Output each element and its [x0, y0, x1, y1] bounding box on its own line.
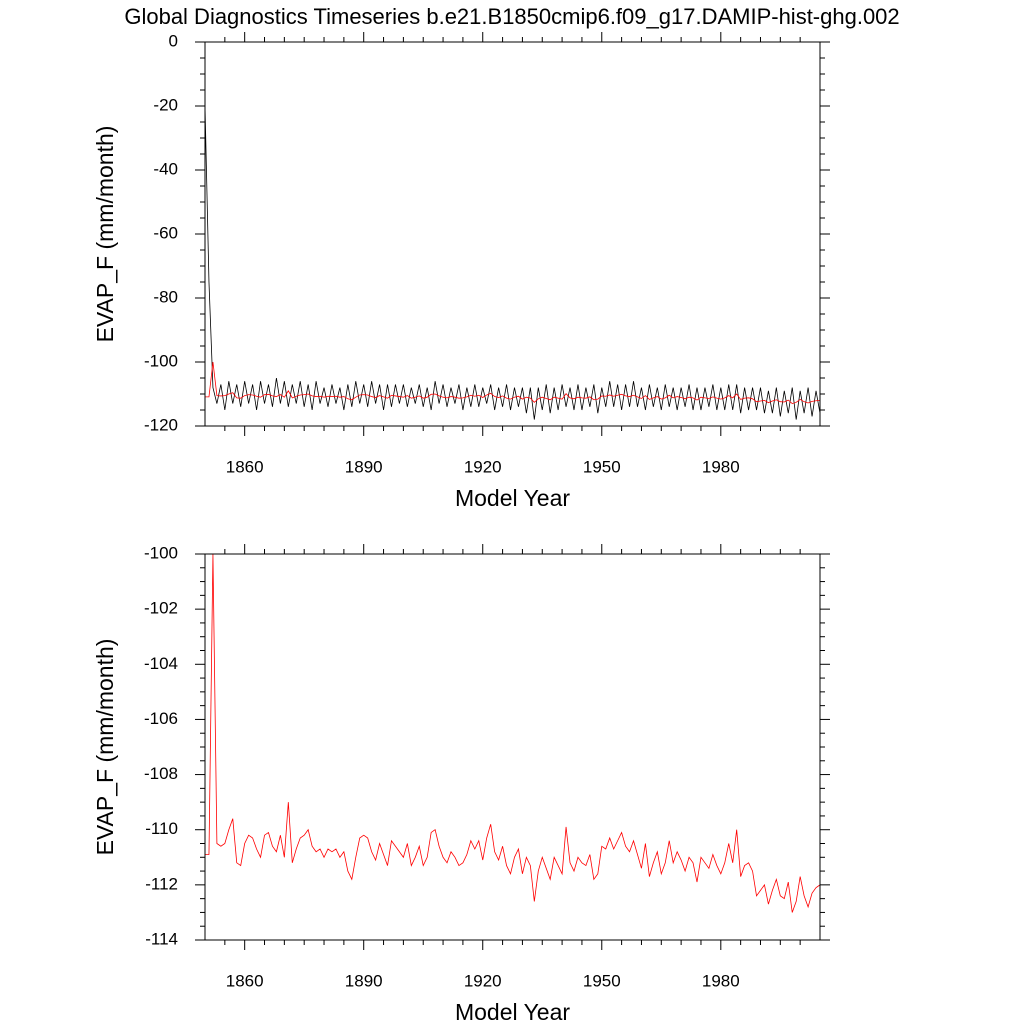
- y-tick-label: -80: [153, 287, 178, 306]
- y-axis-label: EVAP_F (mm/month): [92, 639, 118, 856]
- x-tick-label: 1890: [345, 457, 383, 476]
- page-title: Global Diagnostics Timeseries b.e21.B185…: [124, 4, 899, 29]
- data-line: [204, 105, 821, 420]
- y-tick-label: -20: [153, 95, 178, 114]
- y-tick-label: 0: [169, 31, 178, 50]
- x-axis-label: Model Year: [455, 485, 570, 511]
- x-tick-label: 1950: [583, 971, 621, 990]
- x-tick-label: 1860: [226, 457, 264, 476]
- x-axis-label: Model Year: [455, 999, 570, 1024]
- y-tick-label: -104: [144, 654, 178, 673]
- y-tick-label: -110: [145, 819, 178, 838]
- x-tick-label: 1860: [226, 971, 264, 990]
- y-tick-label: -100: [144, 351, 178, 370]
- y-tick-label: -108: [144, 764, 178, 783]
- x-tick-label: 1980: [702, 457, 740, 476]
- y-axis-label: EVAP_F (mm/month): [92, 126, 118, 343]
- x-tick-label: 1920: [464, 457, 502, 476]
- plot-frame: [204, 553, 821, 941]
- y-tick-label: -112: [145, 874, 178, 893]
- x-tick-label: 1980: [702, 971, 740, 990]
- y-tick-label: -40: [153, 159, 178, 178]
- data-line: [205, 553, 821, 913]
- y-tick-label: -106: [144, 709, 178, 728]
- y-tick-label: -100: [144, 543, 178, 562]
- y-tick-label: -114: [145, 929, 178, 948]
- plot-frame: [204, 41, 821, 427]
- x-tick-label: 1890: [345, 971, 383, 990]
- y-tick-label: -120: [144, 415, 178, 434]
- data-line: [205, 361, 821, 405]
- y-tick-label: -60: [153, 223, 178, 242]
- x-tick-label: 1950: [583, 457, 621, 476]
- x-tick-label: 1920: [464, 971, 502, 990]
- y-tick-label: -102: [144, 599, 178, 618]
